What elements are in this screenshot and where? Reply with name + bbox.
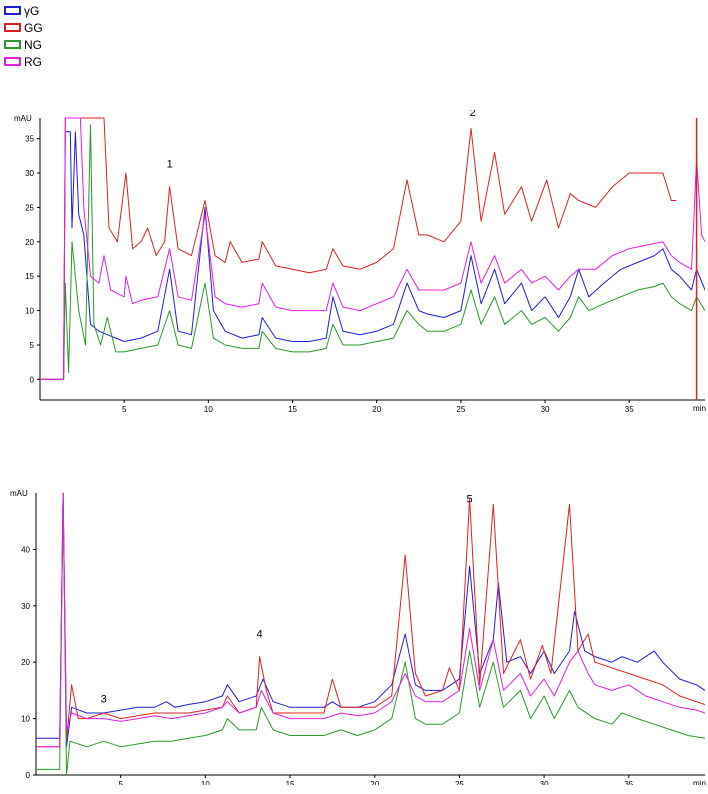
chart1-series-gg — [40, 117, 677, 380]
chart2-y-tick-label: 20 — [21, 658, 30, 667]
chart2-x-tick-label: 10 — [201, 780, 210, 785]
chart2-peak-label: 4 — [257, 629, 263, 641]
chart1-y-tick-label: 0 — [30, 375, 35, 384]
chromatogram-bottom: mAU min 0 10 20 30 40 5 10 15 20 25 30 35 3 4 5 — [10, 489, 706, 785]
chart2-peak-label: 3 — [101, 694, 107, 706]
legend: γG GG NG RG — [4, 2, 43, 70]
chart1-x-tick-label: 10 — [204, 405, 213, 414]
legend-label-gammag: γG — [24, 3, 40, 18]
chart1-x-tick-label: 15 — [288, 405, 297, 414]
chart1-x-tick-label: 25 — [456, 405, 465, 414]
chart2-x-tick-label: 20 — [370, 780, 379, 785]
chart2-x-unit-label: min — [693, 779, 706, 785]
chart2-series-gg — [36, 492, 705, 748]
chart1-x-tick-label: 35 — [625, 405, 634, 414]
legend-item-gg: GG — [4, 19, 43, 36]
chart1-y-tick-label: 20 — [25, 238, 34, 247]
chart1-y-tick-label: 10 — [25, 307, 34, 316]
chart2-y-tick-label: 0 — [26, 771, 31, 780]
legend-swatch-rg — [4, 57, 21, 66]
chart2-y-unit-label: mAU — [10, 489, 28, 498]
chart1-y-tick-label: 5 — [30, 341, 35, 350]
chart1-peak-label: 1 — [167, 159, 173, 171]
chart1-series-rg — [40, 117, 705, 380]
chart2-y-tick-label: 40 — [21, 545, 30, 554]
chart2-series-gammag — [36, 492, 705, 748]
legend-label-ng: NG — [24, 37, 42, 52]
legend-label-gg: GG — [24, 20, 43, 35]
chart2-x-tick-label: 30 — [540, 780, 549, 785]
chart2-series-ng — [36, 492, 705, 775]
chart2-series-rg — [36, 492, 705, 748]
legend-label-rg: RG — [24, 54, 42, 69]
chart1-y-tick-label: 25 — [25, 203, 34, 212]
chart1-x-tick-label: 30 — [541, 405, 550, 414]
chart1-y-tick-label: 30 — [25, 169, 34, 178]
chart1-x-unit-label: min — [693, 404, 706, 413]
chart1-y-unit-label: mAU — [14, 114, 32, 123]
chart2-y-tick-label: 30 — [21, 602, 30, 611]
chart2-x-tick-label: 25 — [455, 780, 464, 785]
chart1-y-tick-label: 15 — [25, 272, 34, 281]
legend-item-rg: RG — [4, 53, 43, 70]
chart2-x-tick-label: 15 — [286, 780, 295, 785]
chart2-x-tick-label: 35 — [624, 780, 633, 785]
legend-item-ng: NG — [4, 36, 43, 53]
chart2-x-tick-label: 5 — [118, 780, 123, 785]
chart1-peak-label: 2 — [470, 110, 476, 119]
chart2-y-tick-label: 10 — [21, 715, 30, 724]
chart1-y-tick-label: 35 — [25, 135, 34, 144]
legend-swatch-ng — [4, 40, 21, 49]
chart1-series-ng — [40, 124, 705, 380]
chart2-peak-label: 5 — [467, 493, 473, 505]
legend-swatch-gammag — [4, 6, 21, 15]
legend-swatch-gg — [4, 23, 21, 32]
chromatogram-top: mAU min 0 5 10 15 20 25 30 35 5 10 15 20 25 30 35 1 2 — [14, 110, 706, 414]
chart1-x-tick-label: 20 — [372, 405, 381, 414]
chart1-x-tick-label: 5 — [122, 405, 127, 414]
legend-item-gammag: γG — [4, 2, 43, 19]
